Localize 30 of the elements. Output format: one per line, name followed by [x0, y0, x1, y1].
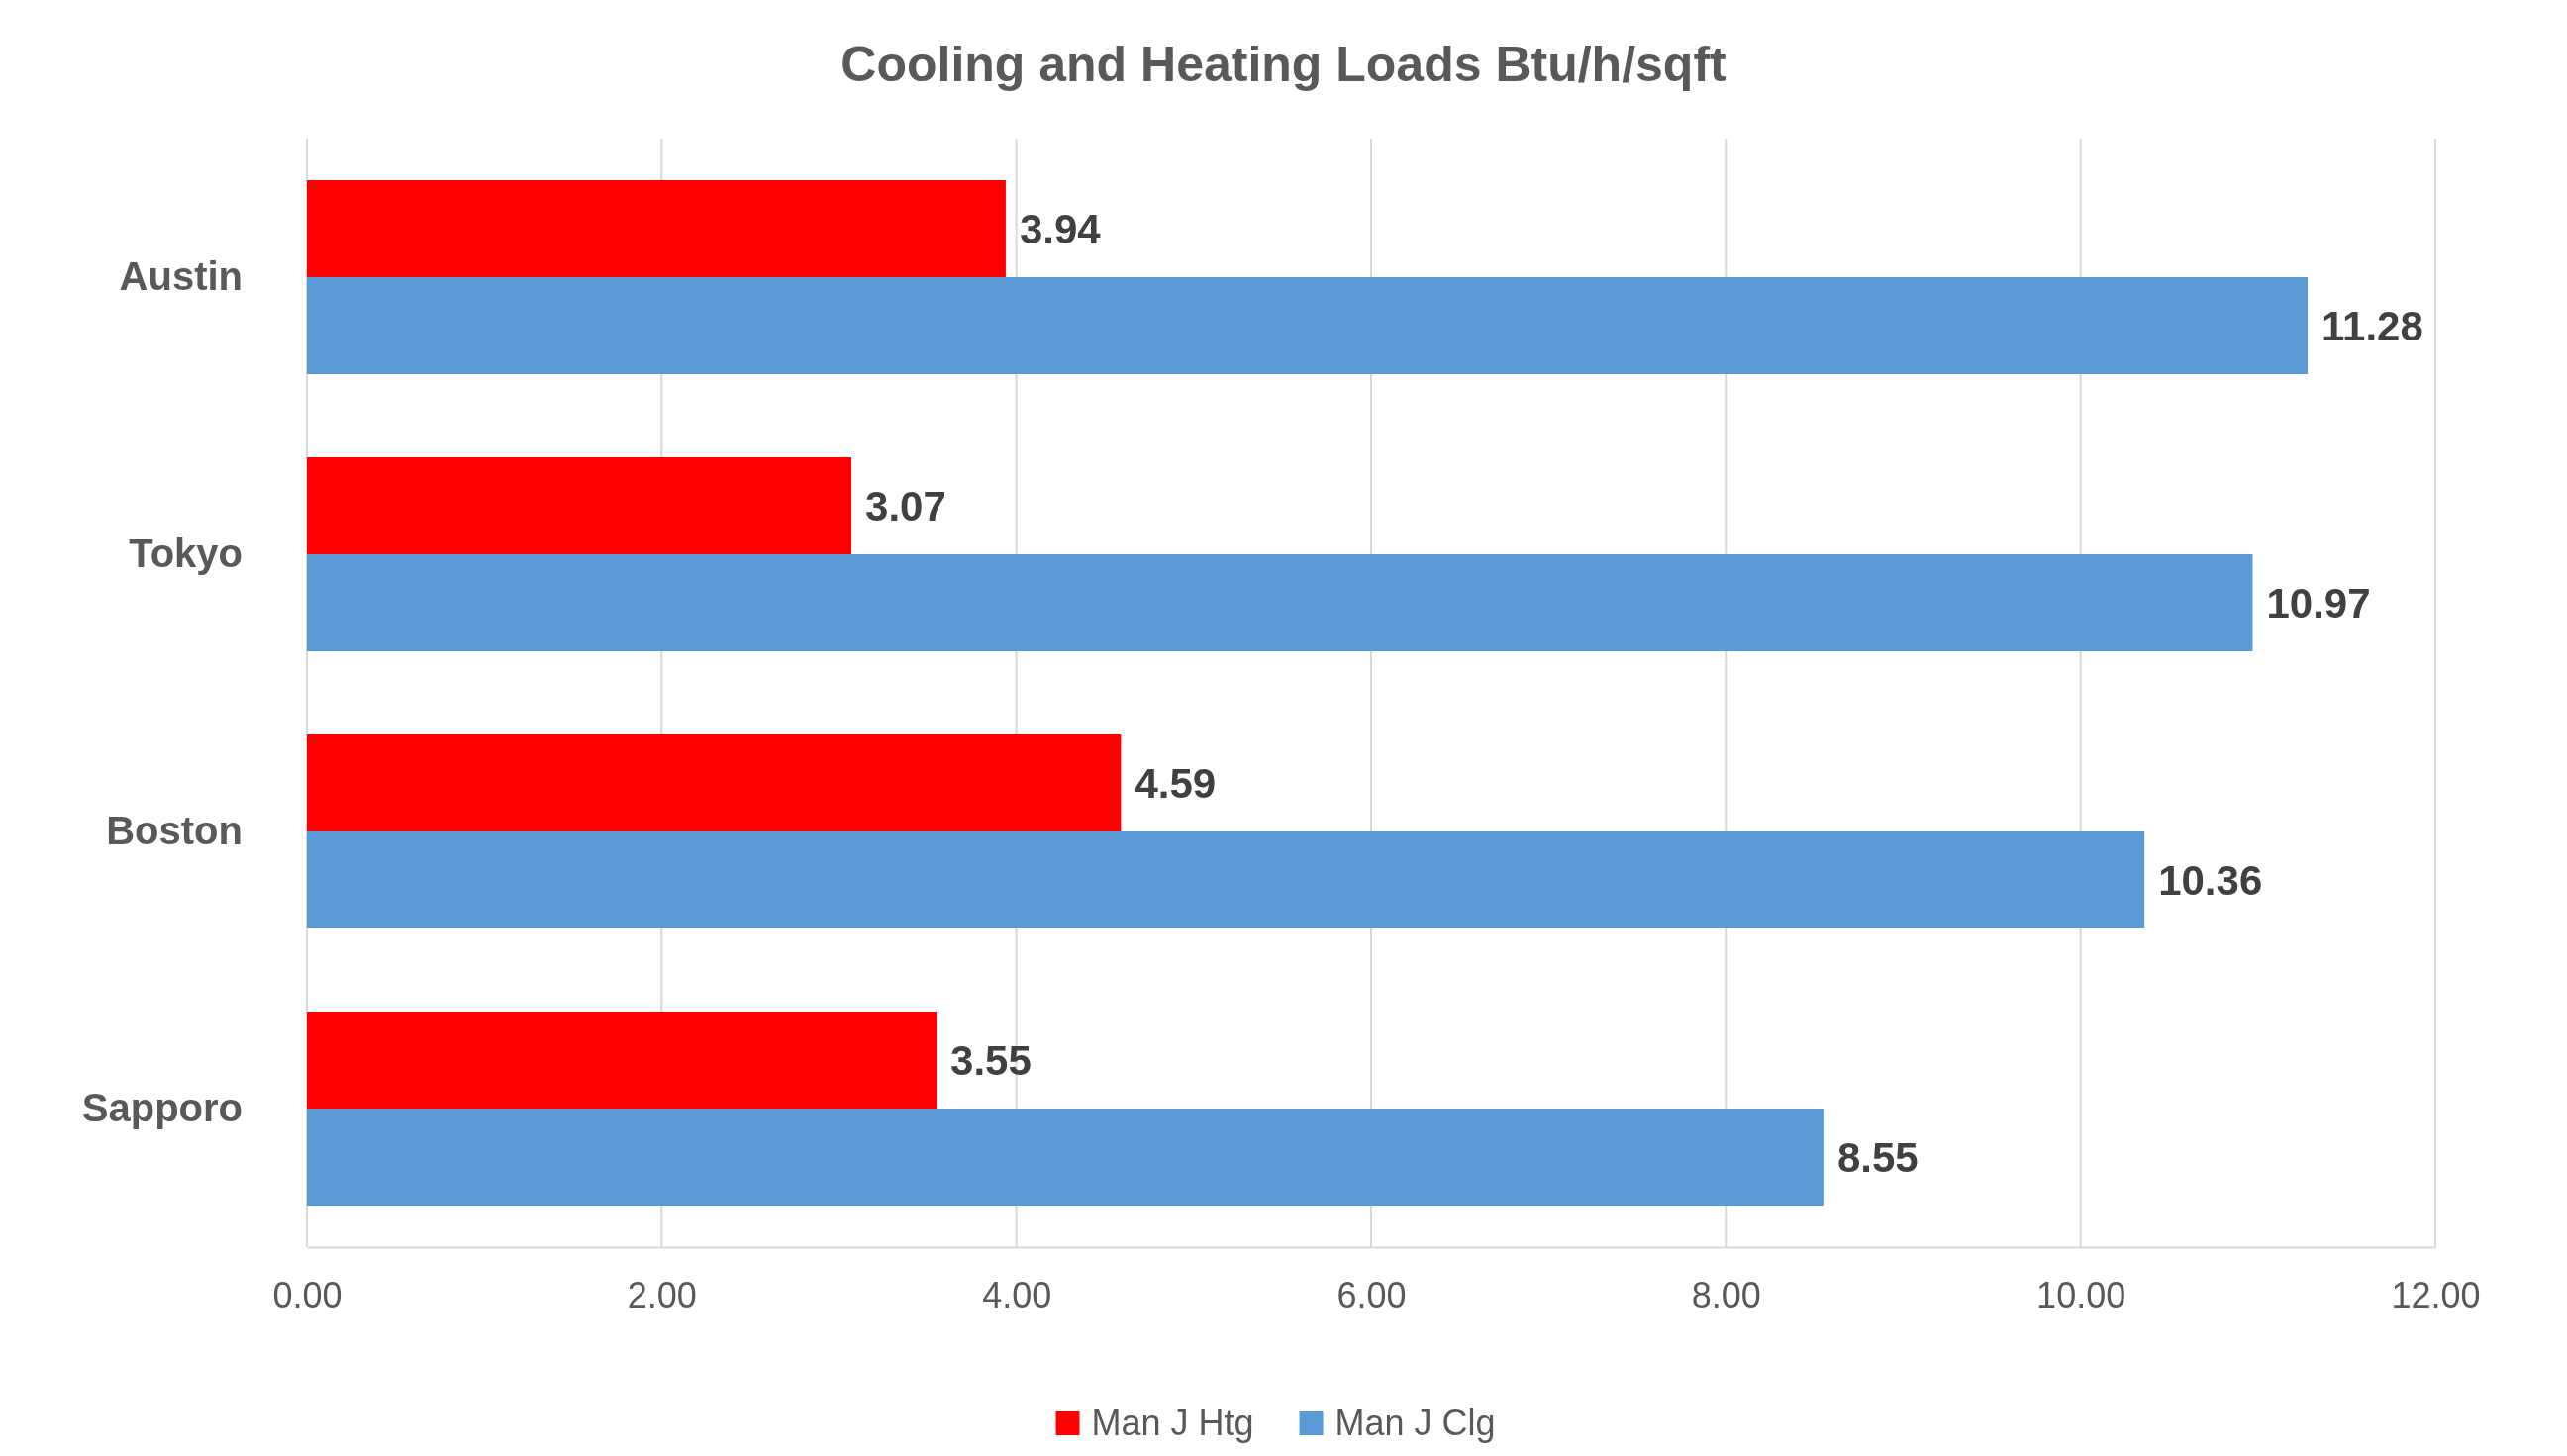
data-label: 10.97	[2266, 579, 2371, 627]
chart-title: Cooling and Heating Loads Btu/h/sqft	[840, 37, 1728, 92]
y-tick-label: Austin	[119, 253, 243, 298]
x-tick-label: 2.00	[627, 1274, 697, 1315]
legend-label: Man J Clg	[1334, 1403, 1496, 1443]
bar	[307, 734, 1122, 831]
x-tick-label: 12.00	[2391, 1274, 2481, 1315]
y-tick-label: Tokyo	[129, 531, 243, 575]
x-tick-label: 6.00	[1336, 1274, 1407, 1315]
data-label: 3.55	[950, 1036, 1032, 1084]
data-label: 11.28	[2321, 302, 2423, 349]
data-label: 8.55	[1836, 1133, 1919, 1181]
x-tick-label: 10.00	[2036, 1274, 2126, 1315]
bar	[307, 831, 2145, 928]
bar	[307, 277, 2308, 374]
data-label: 3.07	[865, 482, 946, 530]
x-tick-label: 4.00	[982, 1274, 1052, 1315]
x-tick-label: 0.00	[272, 1274, 343, 1315]
bar	[307, 180, 1006, 277]
data-label: 3.94	[1019, 205, 1102, 252]
bar	[307, 457, 852, 554]
data-label: 10.36	[2158, 856, 2263, 904]
data-label: 4.59	[1135, 759, 1217, 807]
bar	[307, 1109, 1824, 1206]
bar	[307, 554, 2253, 651]
y-tick-label: Sapporo	[81, 1085, 243, 1129]
legend-label: Man J Htg	[1091, 1403, 1254, 1443]
x-tick-label: 8.00	[1691, 1274, 1761, 1315]
y-tick-label: Boston	[106, 808, 243, 852]
bar	[307, 1012, 938, 1109]
